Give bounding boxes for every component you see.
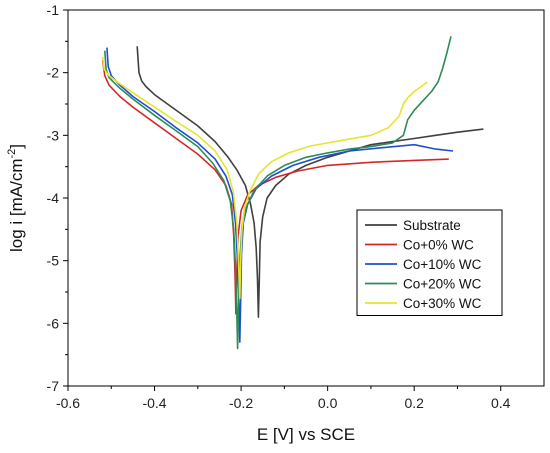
y-tick-label: -7 (47, 378, 60, 394)
y-tick-label: -6 (47, 315, 60, 331)
y-tick-label: -1 (47, 2, 60, 18)
series-layer (101, 36, 484, 350)
x-tick-label: 0.0 (318, 395, 338, 411)
plot-frame (67, 9, 545, 387)
y-tick-label: -5 (47, 253, 60, 269)
x-tick-label: 0.2 (404, 395, 424, 411)
legend-label: Co+20% WC (403, 277, 482, 292)
legend-label: Co+0% WC (403, 238, 474, 253)
legend: Substrate Co+0% WC Co+10% WC Co+20% WC Co+30… (356, 209, 503, 316)
x-axis-title: E [V] vs SCE (257, 425, 355, 444)
y-axis-title-main: log i [mA/cm (7, 158, 26, 252)
x-tick-label: 0.4 (491, 395, 511, 411)
y-tick-label: -3 (47, 127, 60, 143)
y-tick-label: -2 (47, 65, 60, 81)
y-axis-title-superscript: -2 (6, 149, 18, 159)
legend-box (356, 209, 503, 316)
x-tick-label: -0.2 (229, 395, 253, 411)
x-axis: -0.6 -0.4 -0.2 0.0 0.2 0.4 (56, 386, 511, 411)
y-axis-title-end: ] (7, 144, 26, 149)
y-axis: -7 -6 -5 -4 -3 -2 -1 (47, 2, 68, 394)
legend-label: Co+30% WC (403, 296, 482, 311)
x-tick-label: -0.6 (56, 395, 80, 411)
series-line-4 (101, 56, 428, 300)
y-tick-label: -4 (47, 190, 60, 206)
legend-label: Substrate (403, 218, 461, 233)
y-axis-title: log i [mA/cm-2] (6, 144, 26, 252)
series-line-2 (106, 47, 454, 343)
x-tick-label: -0.4 (142, 395, 166, 411)
legend-label: Co+10% WC (403, 257, 482, 272)
